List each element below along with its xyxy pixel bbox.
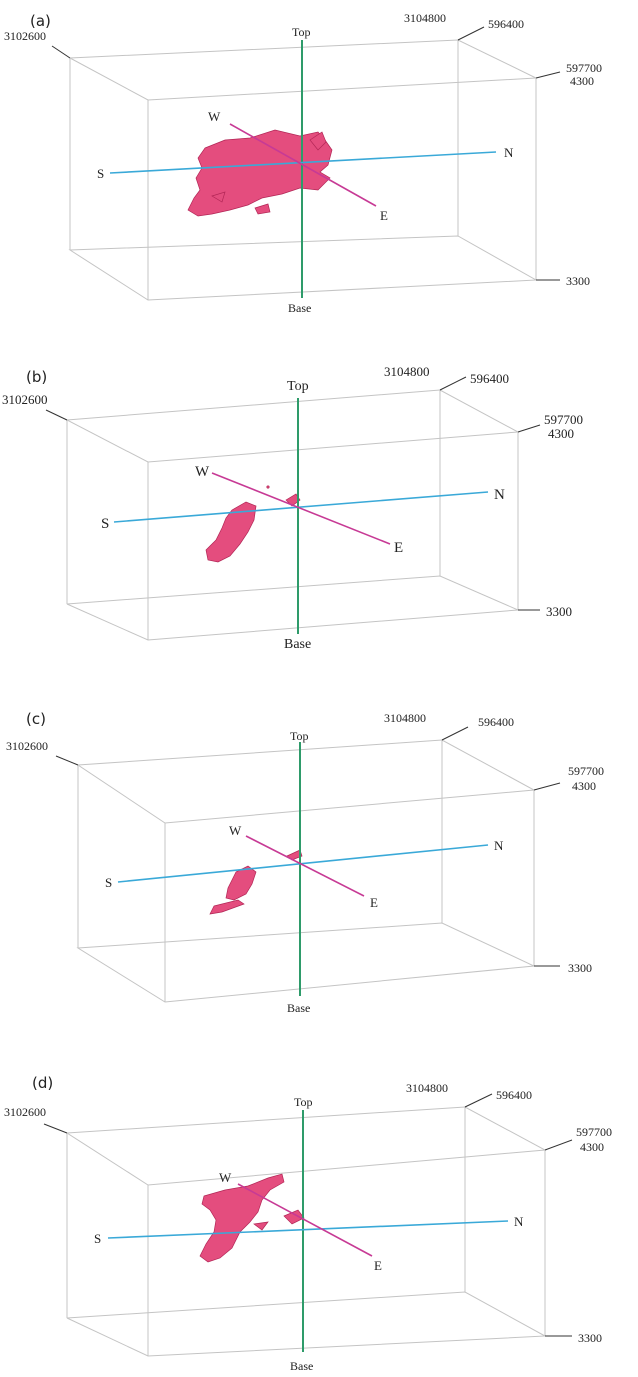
direction-w-label: W: [229, 823, 242, 838]
direction-s-label: S: [97, 166, 104, 181]
corner-ticks: [55, 726, 561, 967]
panel-b: (b) 3102600 3104800 596400 597700 4300 3…: [2, 364, 583, 652]
coord-label-back-x: 596400: [488, 17, 524, 31]
panel-label: (a): [30, 12, 51, 30]
axis-top-label: Top: [290, 729, 309, 743]
bounding-box: [65, 389, 520, 641]
coord-label-left: 3102600: [6, 739, 48, 753]
panel-label: (b): [26, 368, 47, 386]
axis-top-label: Top: [292, 25, 311, 39]
panel-d: (d) 3102600 3104800 596400 597700 4300 3…: [4, 1074, 612, 1373]
axes: [107, 1110, 509, 1352]
axis-top-label: Top: [287, 379, 309, 394]
orebody-solid: [199, 1173, 305, 1263]
direction-s-label: S: [94, 1231, 101, 1246]
elevation-top-label: 4300: [580, 1140, 604, 1154]
coord-label-left: 3102600: [2, 392, 48, 407]
elevation-top-label: 4300: [572, 779, 596, 793]
orebody-solid: [187, 129, 333, 217]
axis-base-label: Base: [288, 301, 311, 315]
axes: [109, 40, 497, 298]
coord-label-back-x: 596400: [478, 715, 514, 729]
coord-label-right-x: 597700: [568, 764, 604, 778]
coord-label-back-y: 3104800: [384, 364, 430, 379]
coord-label-left: 3102600: [4, 29, 46, 43]
direction-e-label: E: [380, 208, 388, 223]
coord-label-right-x: 597700: [566, 61, 602, 75]
axis-base-label: Base: [287, 1001, 310, 1015]
orebody-solid: [209, 849, 303, 915]
direction-e-label: E: [374, 1258, 382, 1273]
coord-label-right-x: 597700: [576, 1125, 612, 1139]
axis-top-label: Top: [294, 1095, 313, 1109]
coord-label-left: 3102600: [4, 1105, 46, 1119]
direction-e-label: E: [394, 540, 403, 556]
direction-w-label: W: [208, 109, 221, 124]
coord-label-back-x: 596400: [470, 371, 509, 386]
direction-n-label: N: [494, 838, 504, 853]
coord-label-right-x: 597700: [544, 412, 583, 427]
coord-label-back-y: 3104800: [404, 11, 446, 25]
panel-a: (a) 3102600 3104800 596400 597700 4300 3…: [4, 11, 602, 315]
axis-base-label: Base: [284, 637, 311, 652]
elevation-base-label: 3300: [566, 274, 590, 288]
panel-label: (d): [32, 1074, 53, 1092]
panel-label: (c): [26, 710, 46, 728]
direction-w-label: W: [195, 464, 210, 480]
axes: [117, 742, 489, 996]
corner-ticks: [45, 376, 541, 611]
coord-label-back-y: 3104800: [406, 1081, 448, 1095]
elevation-top-label: 4300: [548, 426, 574, 441]
direction-n-label: N: [514, 1214, 524, 1229]
axis-base-label: Base: [290, 1359, 313, 1373]
direction-e-label: E: [370, 895, 378, 910]
bounding-box: [65, 1106, 547, 1357]
coord-label-back-x: 596400: [496, 1088, 532, 1102]
corner-ticks: [51, 26, 561, 281]
coord-label-back-y: 3104800: [384, 711, 426, 725]
elevation-base-label: 3300: [546, 604, 572, 619]
elevation-base-label: 3300: [578, 1331, 602, 1345]
bounding-box: [76, 739, 536, 1003]
direction-w-label: W: [219, 1170, 232, 1185]
direction-s-label: S: [105, 875, 112, 890]
panel-c: (c) 3102600 3104800 596400 597700 4300 3…: [6, 710, 604, 1015]
direction-s-label: S: [101, 516, 109, 532]
elevation-top-label: 4300: [570, 74, 594, 88]
corner-ticks: [43, 1093, 573, 1337]
direction-n-label: N: [504, 145, 514, 160]
axes: [113, 398, 489, 634]
direction-n-label: N: [494, 487, 505, 503]
orebody-solid: [205, 485, 301, 563]
elevation-base-label: 3300: [568, 961, 592, 975]
